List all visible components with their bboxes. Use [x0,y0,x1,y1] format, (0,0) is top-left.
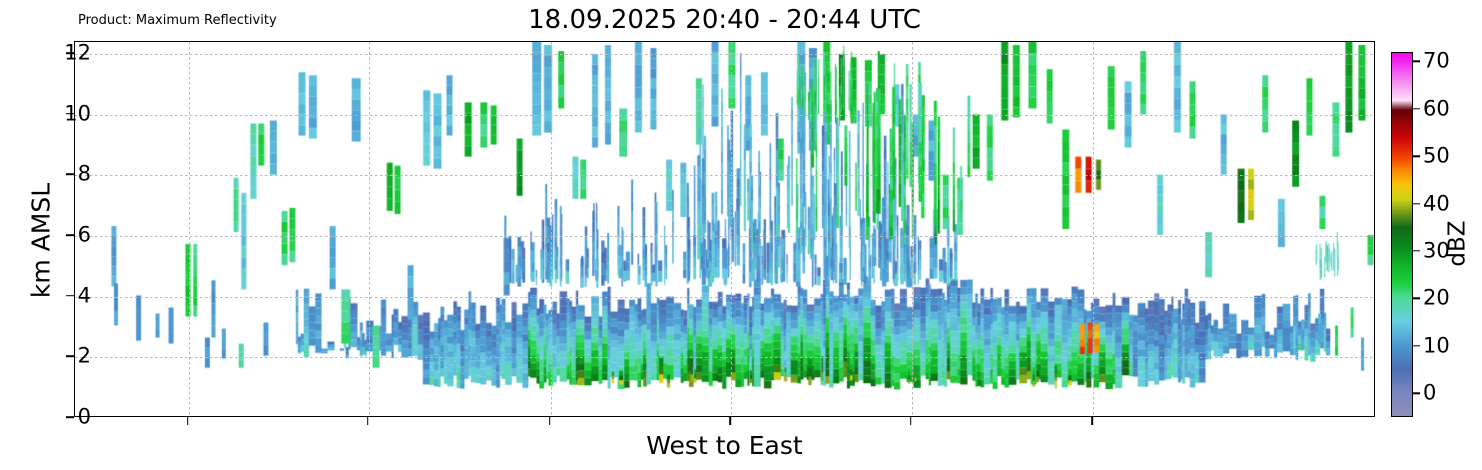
y-tick-label: 4 [77,283,91,308]
y-tick-mark [66,294,74,297]
colorbar-tick-label: 50 [1423,143,1450,168]
y-tick-mark [66,355,74,358]
colorbar-tick-mark [1413,108,1420,110]
reflectivity-heatmap [75,42,1374,416]
colorbar [1391,52,1413,417]
colorbar-tick-mark [1413,60,1420,63]
colorbar-tick-mark [1413,202,1420,205]
colorbar-tick-mark [1413,155,1420,157]
y-tick-mark [66,173,74,176]
gridline-horizontal [75,54,1374,56]
x-axis-label: West to East [646,431,803,460]
colorbar-tick-label: 10 [1423,333,1450,358]
colorbar-tick-mark [1413,392,1420,394]
y-tick-label: 8 [77,161,91,186]
colorbar-tick-mark [1413,250,1420,252]
y-axis-label: km AMSL [26,182,56,299]
gridline-horizontal [75,175,1374,177]
gridline-vertical [550,42,552,416]
y-tick-label: 0 [77,404,91,429]
gridline-horizontal [75,357,1374,359]
gridline-vertical [1093,42,1095,416]
y-tick-label: 10 [64,101,91,126]
colorbar-tick-label: 70 [1423,48,1450,73]
gridline-vertical [911,42,913,416]
x-tick-mark [548,417,551,425]
gridline-vertical [368,42,370,416]
gridline-vertical [731,42,733,416]
colorbar-label: dBZ [1444,220,1471,267]
colorbar-tick-label: 30 [1423,238,1450,263]
gridline-horizontal [75,114,1374,116]
colorbar-tick-label: 60 [1423,96,1450,121]
gridline-vertical [188,42,190,416]
colorbar-tick-mark [1413,297,1420,300]
colorbar-tick-mark [1413,345,1420,347]
colorbar-tick-label: 20 [1423,285,1450,310]
y-tick-label: 2 [77,343,91,368]
y-tick-mark [66,416,74,418]
gridline-horizontal [75,296,1374,298]
colorbar-tick-label: 40 [1423,191,1450,216]
product-annotation: Product: Maximum Reflectivity [78,13,277,28]
y-tick-label: 12 [64,40,91,65]
y-tick-label: 6 [77,222,91,247]
x-tick-mark [729,417,732,425]
y-tick-mark [66,234,74,236]
plot-area [74,41,1375,417]
x-tick-mark [187,417,189,425]
x-tick-mark [910,417,912,425]
y-tick-mark [66,112,74,115]
x-tick-mark [367,417,369,425]
x-tick-mark [1091,417,1093,425]
chart-title: 18.09.2025 20:40 - 20:44 UTC [528,5,921,35]
y-tick-mark [66,52,74,54]
colorbar-tick-label: 0 [1423,380,1437,405]
gridline-horizontal [75,236,1374,238]
colorbar-gradient [1392,53,1412,416]
